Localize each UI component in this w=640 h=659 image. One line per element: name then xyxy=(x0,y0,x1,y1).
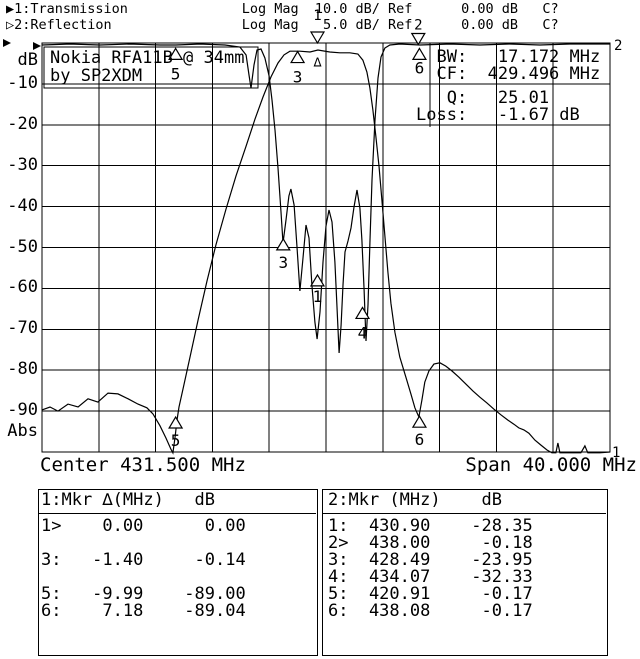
marker-label-ch2-4: 4 xyxy=(358,323,368,342)
y-axis-tick-label: -30 xyxy=(7,155,38,175)
stat-loss: Loss: -1.67 dB xyxy=(416,105,580,125)
marker-triangle-ch2-4 xyxy=(354,306,371,320)
marker-table-left-header: 1:Mkr ∆(MHz) dB xyxy=(38,489,316,514)
y-axis-tick-label: -20 xyxy=(7,114,38,134)
marker-label-ch1-6: 6 xyxy=(415,430,425,449)
reference-level-arrow-icon xyxy=(33,42,41,50)
y-axis-tick-label: -70 xyxy=(7,318,38,338)
marker-table-right-box xyxy=(322,489,608,656)
y-axis-tick-label: -80 xyxy=(7,359,38,379)
reference-level-arrow-icon xyxy=(3,39,11,47)
marker-triangle-ch1-6 xyxy=(411,414,427,428)
marker-table-right-row: 3: 428.49 -23.95 xyxy=(328,550,533,570)
marker-table-left-box xyxy=(38,489,318,656)
y-axis-tick-label: -10 xyxy=(7,73,38,93)
y-axis-tick-label: -40 xyxy=(7,196,38,216)
y-axis-tick-label: -60 xyxy=(7,277,38,297)
marker-label-ch1-5: 5 xyxy=(171,431,181,450)
device-label-box xyxy=(43,46,259,89)
marker-label-ch2-6: 6 xyxy=(415,58,425,77)
marker-table-left-row: 6: 7.18 -89.04 xyxy=(41,601,246,621)
trace-number-label-2: 2 xyxy=(614,38,622,54)
trace-2-reflection xyxy=(41,43,610,354)
marker-table-right-row: 5: 420.91 -0.17 xyxy=(328,584,533,604)
marker-table-right-row: 4: 434.07 -32.33 xyxy=(328,567,533,587)
marker-table-left-row: 3: -1.40 -0.14 xyxy=(41,550,246,570)
marker-triangle-ch2-1 xyxy=(309,273,326,287)
channel1-status-line: ▶1:Transmission Log Mag 10.0 dB/ Ref 0.0… xyxy=(6,1,559,17)
marker-table-left-row: 5: -9.99 -89.00 xyxy=(41,584,246,604)
y-axis-unit-label: dB xyxy=(17,50,38,70)
y-axis-tick-label: -90 xyxy=(7,400,38,420)
marker-table-right-row: 2> 438.00 -0.18 xyxy=(328,533,533,553)
marker-triangle-ch1-3 xyxy=(290,50,306,64)
center-frequency-label: Center 431.500 MHz xyxy=(40,454,246,476)
marker-table-right-header: 2:Mkr (MHz) dB xyxy=(322,489,606,514)
marker-triangle-ch2-5 xyxy=(168,47,184,60)
marker-triangle-ch1-5 xyxy=(168,415,184,429)
marker-label-ch1-3: 3 xyxy=(293,68,303,87)
y-axis-tick-label: -50 xyxy=(7,237,38,257)
stat-bandwidth: BW: 17.172 MHz xyxy=(416,47,601,67)
marker-table-left-row: 1> 0.00 0.00 xyxy=(41,516,246,536)
marker-label-ch1-1: 1 xyxy=(313,8,321,24)
stat-center-freq: CF: 429.496 MHz xyxy=(416,64,601,84)
y-axis-abs-label: Abs xyxy=(7,421,38,441)
span-label: Span 40.000 MHz xyxy=(465,454,637,476)
device-title-line2: by SP2XDM xyxy=(50,66,143,86)
device-title-line1: Nokia RFA11B @ 34mm xyxy=(50,48,245,68)
delta-ref-symbol-ch1: ∆ xyxy=(313,55,322,70)
stat-q-factor: Q: 25.01 xyxy=(416,88,550,108)
marker-triangle-ch1-1 xyxy=(309,31,326,45)
marker-triangle-ch2-3 xyxy=(275,237,291,251)
marker-triangle-ch2-6 xyxy=(411,47,427,60)
marker-table-right-row: 6: 438.08 -0.17 xyxy=(328,601,533,621)
marker-table-right-row: 1: 430.90 -28.35 xyxy=(328,516,533,536)
marker-label-ch2-1: 1 xyxy=(313,287,323,306)
marker-label-ch2-3: 3 xyxy=(278,253,288,272)
marker-label-ch2-2: 2 xyxy=(414,17,422,33)
trace-number-label-1: 1 xyxy=(612,445,620,461)
marker-label-ch2-5: 5 xyxy=(171,64,181,83)
marker-triangle-ch2-2 xyxy=(410,32,426,46)
channel2-status-line: ▷2:Reflection Log Mag 5.0 dB/ Ref 0.00 d… xyxy=(6,17,559,33)
